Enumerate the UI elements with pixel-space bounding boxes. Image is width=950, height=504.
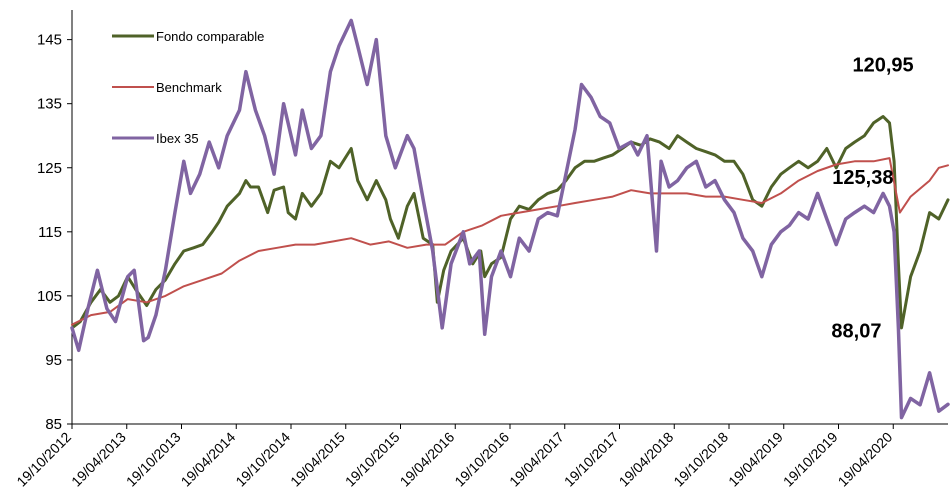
x-axis-ticks: 19/10/201219/04/201319/10/201319/04/2014…: [13, 424, 896, 490]
x-tick-label: 19/10/2018: [670, 429, 731, 490]
axes: [71, 10, 948, 425]
value-annotation: 125,38: [832, 167, 893, 189]
y-tick-label: 135: [37, 96, 62, 113]
y-tick-label: 125: [37, 160, 62, 177]
y-tick-label: 145: [37, 32, 62, 49]
x-tick-label: 19/04/2013: [68, 429, 129, 490]
legend-label-fondo-comparable: Fondo comparable: [156, 29, 264, 44]
x-tick-label: 19/04/2014: [178, 429, 239, 490]
x-tick-label: 19/04/2017: [506, 429, 567, 490]
legend: Fondo comparable Benchmark Ibex 35: [112, 29, 264, 146]
series-line-benchmark: [71, 157, 949, 326]
x-tick-label: 19/10/2017: [561, 429, 622, 490]
x-tick-label: 19/04/2016: [397, 429, 458, 490]
y-axis-ticks: 85 95 105 115 125 135 145: [37, 32, 72, 433]
x-tick-label: 19/10/2013: [123, 429, 184, 490]
x-tick-label: 19/04/2018: [616, 429, 677, 490]
legend-label-benchmark: Benchmark: [156, 80, 222, 95]
x-tick-label: 19/04/2015: [287, 429, 348, 490]
value-annotation: 120,95: [853, 55, 914, 77]
x-tick-label: 19/10/2016: [451, 429, 512, 490]
x-tick-label: 19/10/2012: [13, 429, 74, 490]
y-tick-label: 95: [45, 352, 62, 369]
x-tick-label: 19/04/2019: [725, 429, 786, 490]
x-tick-label: 19/10/2015: [342, 429, 403, 490]
x-tick-label: 19/04/2020: [835, 429, 896, 490]
legend-label-ibex-35: Ibex 35: [156, 131, 199, 146]
series-line-ibex-35: [70, 18, 950, 420]
x-tick-label: 19/10/2014: [232, 429, 293, 490]
series-line-fondo-comparable: [70, 115, 950, 330]
y-tick-label: 85: [45, 416, 62, 433]
y-tick-label: 115: [38, 224, 62, 241]
series-lines: [70, 18, 950, 420]
x-tick-label: 19/10/2019: [780, 429, 841, 490]
value-annotation: 88,07: [831, 321, 881, 343]
annotations: 120,95 125,38 88,07: [831, 55, 913, 343]
y-tick-label: 105: [37, 288, 62, 305]
